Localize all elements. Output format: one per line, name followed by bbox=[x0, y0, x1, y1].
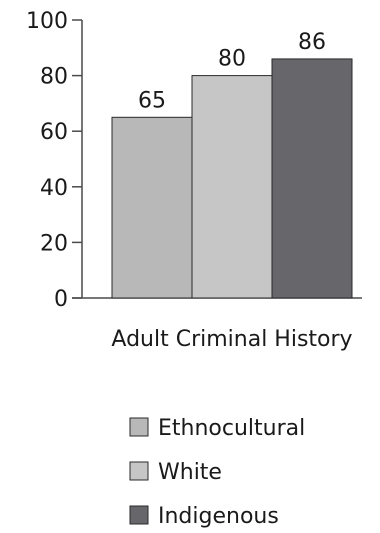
legend-swatch bbox=[129, 417, 149, 437]
y-tick-label: 80 bbox=[40, 65, 68, 90]
legend-swatch bbox=[129, 461, 149, 481]
y-tick-label: 60 bbox=[40, 120, 68, 145]
legend-item-ethnocultural: Ethnocultural bbox=[129, 416, 305, 441]
y-tick-label: 20 bbox=[40, 231, 68, 256]
y-tick-label: 0 bbox=[54, 287, 68, 312]
legend-label: White bbox=[158, 460, 222, 485]
bar-ethnocultural bbox=[111, 116, 193, 299]
legend-label: Indigenous bbox=[158, 504, 279, 529]
data-label-indigenous: 86 bbox=[298, 30, 326, 55]
legend-label: Ethnocultural bbox=[158, 416, 305, 441]
axes-layer: 0 20 40 60 80 100 bbox=[26, 9, 362, 312]
data-label-white: 80 bbox=[218, 47, 246, 72]
legend-item-indigenous: Indigenous bbox=[129, 504, 279, 529]
legend-item-white: White bbox=[129, 460, 222, 485]
y-tick-label: 40 bbox=[40, 176, 68, 201]
category-label: Adult Criminal History bbox=[111, 327, 352, 352]
data-label-ethnocultural: 65 bbox=[138, 88, 166, 113]
bar-indigenous bbox=[271, 58, 353, 299]
bar-white bbox=[191, 75, 273, 299]
legend: Ethnocultural White Indigenous bbox=[129, 416, 305, 529]
labels-layer: 65 80 86 Adult Criminal History bbox=[111, 30, 352, 352]
legend-swatch bbox=[129, 505, 149, 525]
y-tick-label: 100 bbox=[26, 9, 68, 34]
bars-layer bbox=[111, 58, 353, 299]
